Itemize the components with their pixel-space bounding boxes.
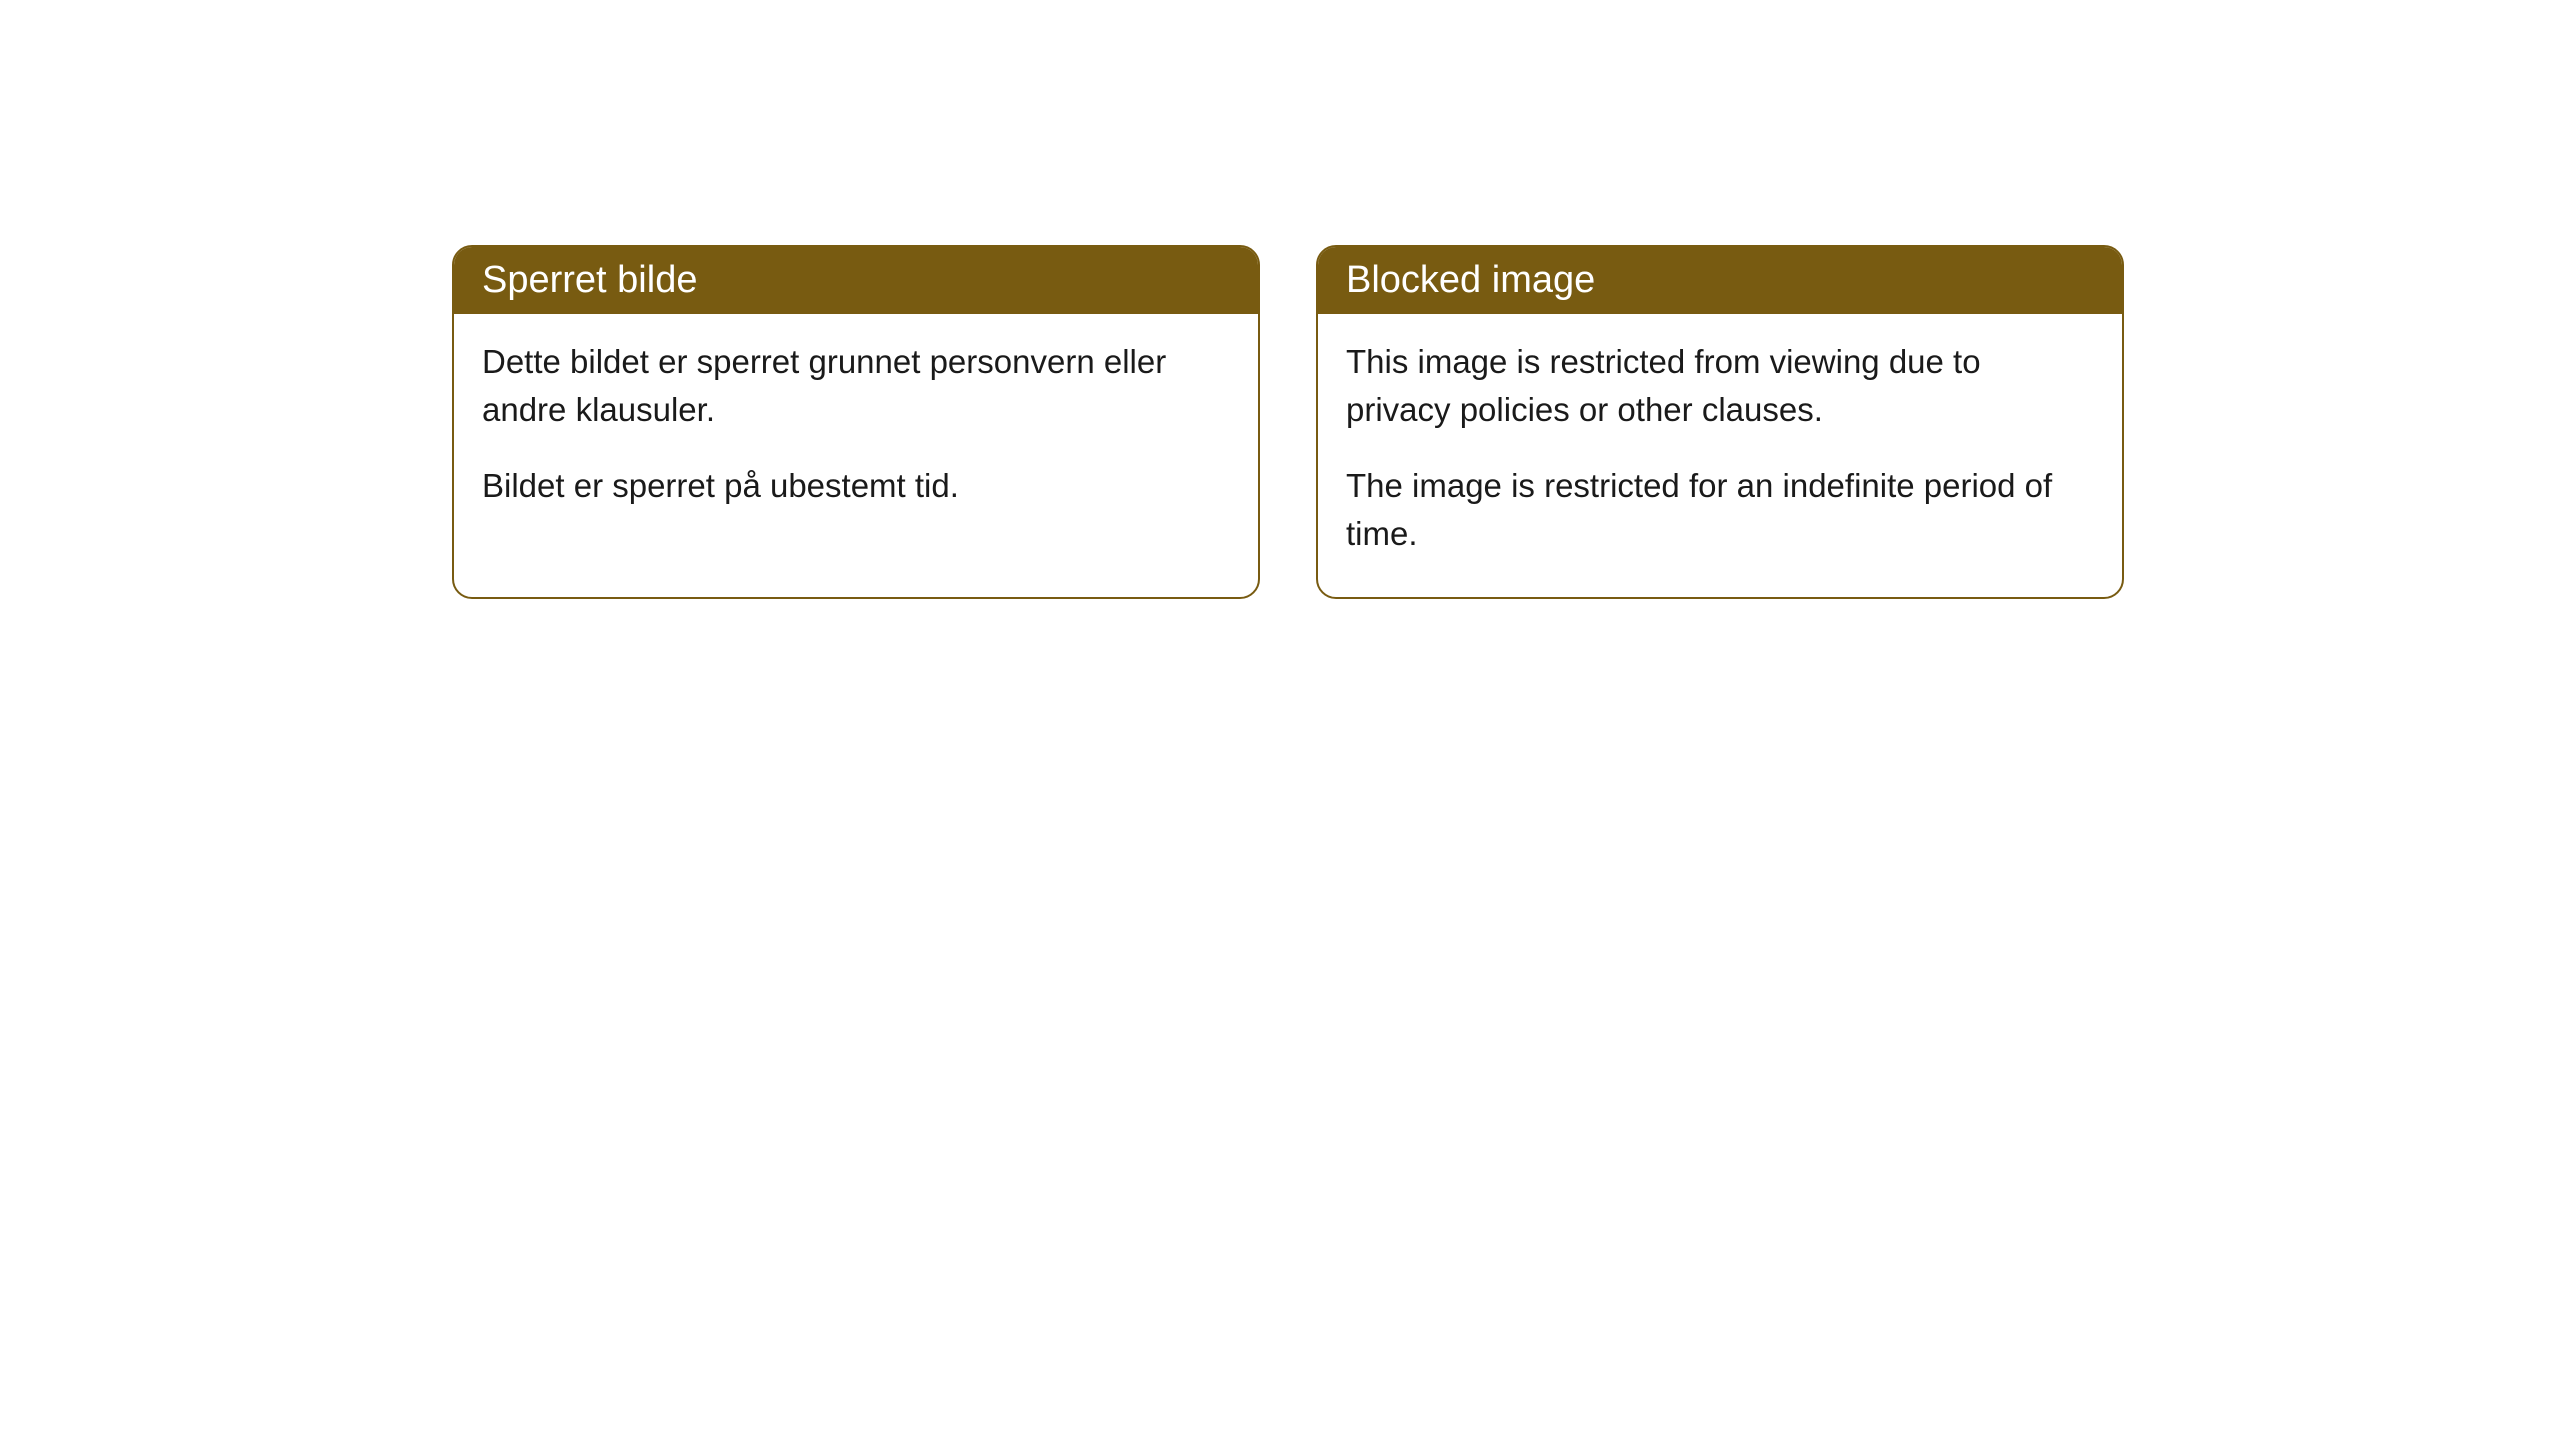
card-body-english: This image is restricted from viewing du… <box>1318 314 2122 597</box>
card-paragraph-2-norwegian: Bildet er sperret på ubestemt tid. <box>482 462 1230 510</box>
cards-container: Sperret bilde Dette bildet er sperret gr… <box>0 0 2560 599</box>
card-norwegian: Sperret bilde Dette bildet er sperret gr… <box>452 245 1260 599</box>
card-paragraph-1-norwegian: Dette bildet er sperret grunnet personve… <box>482 338 1230 434</box>
card-english: Blocked image This image is restricted f… <box>1316 245 2124 599</box>
card-paragraph-1-english: This image is restricted from viewing du… <box>1346 338 2094 434</box>
card-header-norwegian: Sperret bilde <box>454 247 1258 314</box>
card-body-norwegian: Dette bildet er sperret grunnet personve… <box>454 314 1258 550</box>
card-header-english: Blocked image <box>1318 247 2122 314</box>
card-paragraph-2-english: The image is restricted for an indefinit… <box>1346 462 2094 558</box>
